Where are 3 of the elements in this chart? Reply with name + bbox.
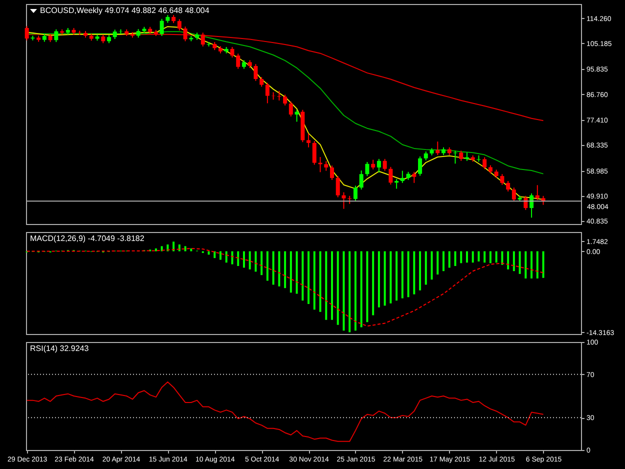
chart-title: RSI(14) 32.9243	[30, 344, 90, 353]
chart-title: MACD(12,26,9) -4.7049 -3.8182	[30, 234, 145, 243]
chart-title: BCOUSD,Weekly 49.074 49.882 46.648 48.004	[40, 6, 210, 15]
